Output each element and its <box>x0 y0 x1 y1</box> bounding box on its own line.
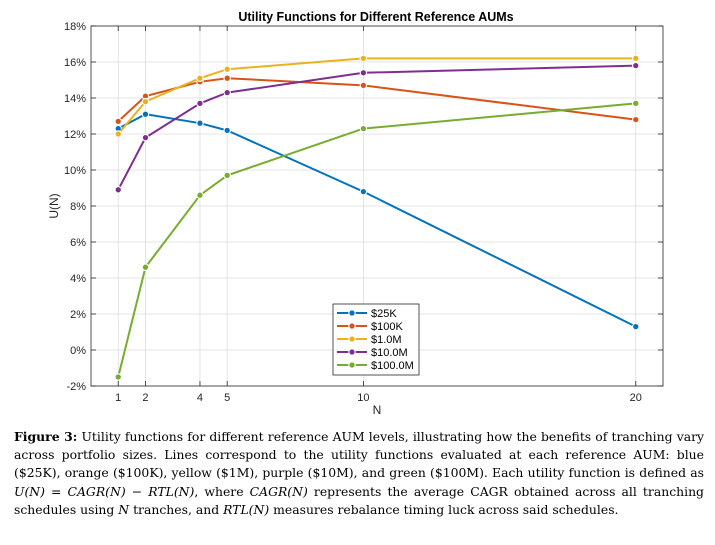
legend-item: $100.0M <box>337 360 414 372</box>
caption-cagr-term: CAGR(N) <box>249 483 308 499</box>
data-point <box>196 191 204 199</box>
data-point <box>223 65 231 73</box>
data-point <box>359 54 368 63</box>
series-line <box>117 57 636 135</box>
series-line <box>117 113 637 328</box>
y-tick-label: 16% <box>64 57 86 69</box>
legend-label: $100.0M <box>371 360 414 372</box>
y-tick-label: 0% <box>70 345 86 357</box>
utility-chart: Utility Functions for Different Referenc… <box>47 10 664 417</box>
series-4 <box>114 99 640 381</box>
y-tick-label: -2% <box>66 381 86 393</box>
legend-item: $1.0M <box>337 334 402 346</box>
caption-formula: U(N) = CAGR(N) − RTL(N) <box>14 483 195 499</box>
legend-swatch-marker <box>348 335 356 343</box>
caption-text-3: represents the average CAGR obtained acr… <box>14 483 704 517</box>
legend-swatch-marker <box>348 348 356 356</box>
y-tick-label: 2% <box>70 309 86 321</box>
legend-item: $100K <box>337 321 403 333</box>
caption-text-5: measures rebalance timing luck across sa… <box>269 501 619 517</box>
data-point <box>141 133 150 142</box>
x-tick-label: 2 <box>142 392 148 404</box>
legend-item: $25K <box>337 308 397 320</box>
x-tick-label: 4 <box>197 392 203 404</box>
caption-text-2: , where <box>194 483 250 499</box>
data-point <box>196 99 204 108</box>
data-point <box>141 110 150 118</box>
x-tick-label: 1 <box>115 392 121 404</box>
y-tick-label: 18% <box>64 21 86 33</box>
figure-caption: Figure 3: Utility functions for differen… <box>14 428 704 519</box>
data-point <box>632 61 640 70</box>
legend-item: $10.0M <box>337 347 408 359</box>
x-ticks: 1 2 4 5 10 20 <box>115 26 642 404</box>
legend-label: $10.0M <box>371 347 408 359</box>
data-point <box>223 88 231 97</box>
data-point <box>141 97 150 106</box>
data-point <box>359 81 368 90</box>
caption-n-term: N <box>118 501 130 517</box>
x-tick-label: 10 <box>357 392 369 404</box>
caption-text-4: tranches, and <box>129 501 224 517</box>
y-tick-label: 8% <box>70 201 86 213</box>
legend: $25K$100K$1.0M$10.0M$100.0M <box>332 303 420 376</box>
series-3 <box>114 61 640 194</box>
data-point <box>114 373 122 381</box>
caption-rtl-term: RTL(N) <box>223 501 270 517</box>
data-point <box>196 119 204 127</box>
legend-swatch-marker <box>348 309 356 317</box>
data-point <box>359 187 368 196</box>
data-point <box>114 186 122 194</box>
y-tick-label: 4% <box>70 273 86 285</box>
caption-label: Figure 3: <box>14 429 78 444</box>
legend-label: $1.0M <box>371 334 402 346</box>
series-line <box>117 102 636 378</box>
series-line <box>117 64 636 191</box>
y-tick-label: 10% <box>64 165 86 177</box>
x-tick-label: 5 <box>224 392 230 404</box>
legend-label: $25K <box>371 308 397 320</box>
series-0 <box>114 110 640 331</box>
data-point <box>196 74 204 82</box>
y-axis-label: U(N) <box>47 193 61 218</box>
data-point <box>223 126 231 135</box>
data-point <box>632 99 640 108</box>
data-point <box>141 263 150 271</box>
data-point <box>632 54 640 63</box>
series-lines <box>114 54 640 381</box>
data-point <box>223 74 231 82</box>
legend-swatch-marker <box>348 322 356 330</box>
data-point <box>632 322 640 331</box>
legend-swatch-marker <box>348 361 356 369</box>
series-line <box>117 77 636 123</box>
data-point <box>359 124 368 133</box>
series-2 <box>114 54 640 138</box>
data-point <box>223 171 231 180</box>
data-point <box>114 130 122 138</box>
caption-text-1: Utility functions for different referenc… <box>14 429 704 481</box>
y-tick-label: 14% <box>64 93 86 105</box>
data-point <box>632 115 640 124</box>
y-tick-label: 6% <box>70 237 86 249</box>
x-axis-label: N <box>373 403 382 417</box>
y-tick-label: 12% <box>64 129 86 141</box>
data-point <box>359 69 368 77</box>
y-ticks: -2% 0% 2% 4% 6% 8% 10% 12% 14% 16% 18% <box>64 21 663 393</box>
chart-title: Utility Functions for Different Referenc… <box>238 10 513 24</box>
x-tick-label: 20 <box>630 392 642 404</box>
legend-label: $100K <box>371 321 403 333</box>
data-point <box>114 117 122 126</box>
